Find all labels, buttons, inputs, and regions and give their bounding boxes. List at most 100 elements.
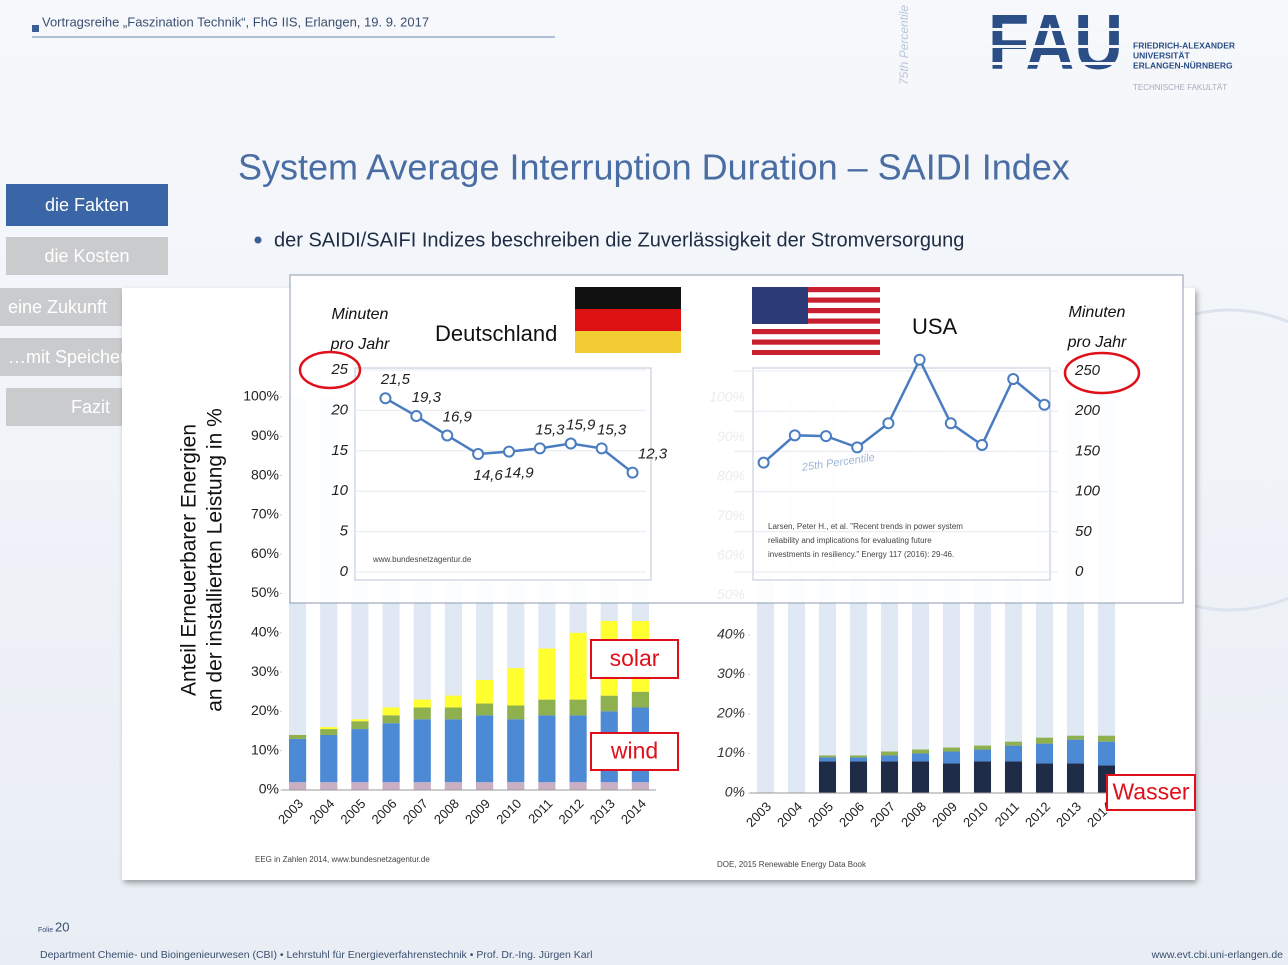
bar-segment <box>1005 761 1022 793</box>
y-tick-label: 70% <box>251 506 279 522</box>
bar-segment <box>351 729 368 782</box>
nav-label[interactable]: Fazit <box>71 397 110 417</box>
bar-segment <box>414 719 431 782</box>
point <box>380 393 390 403</box>
value-label: 15,9 <box>566 416 596 433</box>
bar-segment <box>570 715 587 782</box>
bullet-text: der SAIDI/SAIFI Indizes beschreiben die … <box>274 229 964 251</box>
y-axis-title: pro Jahr <box>1067 334 1127 351</box>
y-tick-label: 10% <box>251 741 279 757</box>
bar-segment <box>445 696 462 708</box>
bar-segment <box>289 782 306 790</box>
y-tick-label: 200 <box>1074 402 1101 419</box>
flag-stripe <box>575 331 681 353</box>
point <box>597 443 607 453</box>
y-tick-label: 0% <box>725 784 745 800</box>
y-axis-title: an der installierten Leistung in % <box>204 408 227 712</box>
point <box>759 458 769 468</box>
bar-segment <box>476 782 493 790</box>
point <box>915 355 925 365</box>
bar-segment <box>538 782 555 790</box>
source: www.bundesnetzagentur.de <box>372 555 472 564</box>
nav-label[interactable]: die Kosten <box>44 246 129 266</box>
point <box>1039 400 1049 410</box>
y-tick-label: 0% <box>259 781 279 797</box>
chart-title: Deutschland <box>435 321 557 346</box>
y-tick-label: 20% <box>251 702 279 718</box>
bar-segment <box>320 782 337 790</box>
bar-segment <box>974 761 991 793</box>
nav-label[interactable]: eine Zukunft <box>8 297 107 317</box>
y-tick-label: 80% <box>251 466 279 482</box>
bar-segment <box>819 757 836 761</box>
bar-segment <box>476 680 493 704</box>
bar-segment <box>850 755 867 757</box>
y-axis-title: pro Jahr <box>330 336 390 353</box>
nav-label[interactable]: die Fakten <box>45 195 129 215</box>
logo-faculty: TECHNISCHE FAKULTÄT <box>1133 83 1227 92</box>
bullet-dot <box>255 237 262 244</box>
y-tick-label: 90% <box>251 427 279 443</box>
bar-segment <box>351 782 368 790</box>
point <box>411 411 421 421</box>
point <box>977 440 987 450</box>
bar-segment <box>445 719 462 782</box>
y-tick-label: 5 <box>340 523 349 540</box>
point <box>535 443 545 453</box>
bar-segment <box>507 782 524 790</box>
bar-segment <box>351 721 368 729</box>
bar-segment <box>507 706 524 720</box>
plot-frame <box>753 368 1050 580</box>
logo-stripe <box>985 62 1125 65</box>
bar-segment <box>289 739 306 782</box>
y-tick-label: 0 <box>340 563 349 580</box>
y-tick-label: 50 <box>1075 523 1092 540</box>
flag-stripe <box>575 309 681 331</box>
series-label: Wasser <box>1112 779 1189 805</box>
y-tick-label: 100 <box>1075 483 1101 500</box>
bar-segment <box>445 707 462 719</box>
annotation: 75th Percentile <box>897 5 911 85</box>
bar-segment <box>1005 742 1022 746</box>
bar-segment <box>881 761 898 793</box>
logo-stripe <box>985 45 1125 48</box>
bar-segment <box>943 748 960 752</box>
slide: Vortragsreihe „Faszination Technik“, FhG… <box>0 0 1288 965</box>
bar-segment <box>320 727 337 729</box>
y-axis-title: Minuten <box>332 306 389 323</box>
bar-segment <box>383 707 400 715</box>
bar-segment <box>383 723 400 782</box>
bar-segment <box>538 700 555 716</box>
point <box>883 418 893 428</box>
value-label: 14,9 <box>504 465 534 482</box>
header-text: Vortragsreihe „Faszination Technik“, FhG… <box>42 14 429 29</box>
y-tick-label: 100% <box>243 388 279 404</box>
logo-name: UNIVERSITÄT <box>1133 50 1190 60</box>
y-tick-label: 50% <box>251 584 279 600</box>
slide-number: 20 <box>55 919 69 934</box>
point <box>442 430 452 440</box>
y-tick-label: 10 <box>331 482 348 499</box>
point <box>821 431 831 441</box>
flag-usa <box>752 287 880 355</box>
bar-segment <box>943 752 960 764</box>
flag-stripe <box>752 350 880 355</box>
bar-segment <box>1098 736 1115 742</box>
bar-segment <box>1036 763 1053 793</box>
logo-stripe <box>985 28 1125 31</box>
bar-segment <box>974 750 991 762</box>
bar-segment <box>538 715 555 782</box>
bar-segment <box>1098 742 1115 766</box>
point <box>1008 374 1018 384</box>
y-tick-label: 40% <box>251 624 279 640</box>
bar-segment <box>320 729 337 735</box>
bar-segment <box>912 750 929 754</box>
source: reliability and implications for evaluat… <box>768 536 932 545</box>
header-bullet <box>32 25 39 32</box>
bar-segment <box>632 692 649 708</box>
flag-canton <box>752 287 808 324</box>
nav-label[interactable]: …mit Speicher <box>8 347 126 367</box>
point <box>852 442 862 452</box>
bar-segment <box>414 707 431 719</box>
source: EEG in Zahlen 2014, www.bundesnetzagentu… <box>255 855 430 864</box>
